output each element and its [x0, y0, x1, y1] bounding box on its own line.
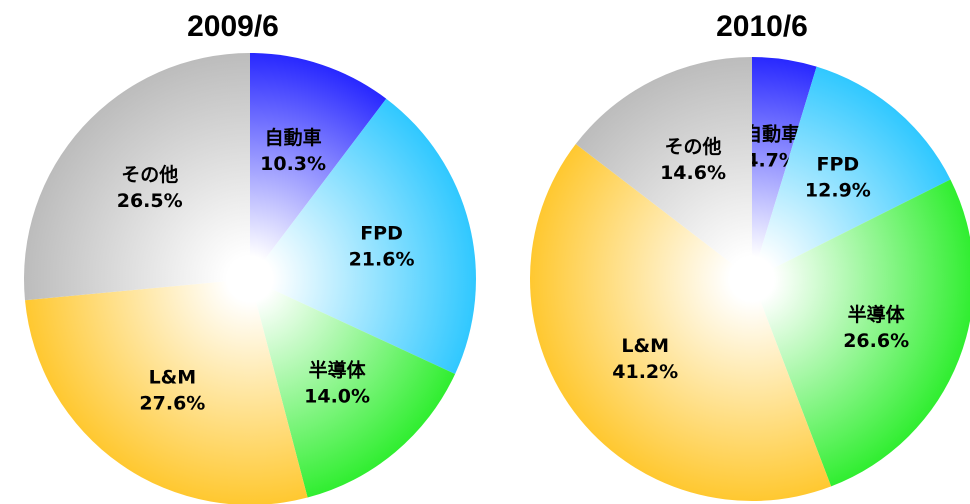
slice-name: FPD: [360, 223, 403, 245]
slice-value: 4.7%: [745, 150, 798, 172]
slice-value: 21.6%: [349, 249, 415, 271]
pie-slice: [250, 53, 387, 279]
chart-title: 2010/6: [716, 10, 808, 43]
slice-value: 14.6%: [660, 162, 726, 184]
slice-value: 41.2%: [612, 361, 678, 383]
slice-name: L&M: [149, 367, 197, 389]
slice-value: 12.9%: [805, 180, 871, 202]
pie-slice: [752, 57, 817, 279]
slice-value: 27.6%: [139, 393, 205, 415]
pie-slice: [752, 66, 951, 279]
slice-name: 自動車: [265, 126, 322, 149]
slice-name: 半導体: [309, 358, 367, 381]
slice-value: 10.3%: [260, 153, 326, 175]
slice-value: 26.5%: [117, 190, 183, 212]
slice-name: その他: [121, 163, 178, 186]
chart-title: 2009/6: [187, 10, 279, 43]
pie-slice: [575, 57, 752, 279]
slice-name: FPD: [817, 154, 860, 176]
slice-name: 半導体: [848, 303, 906, 326]
slice-value: 26.6%: [843, 330, 909, 352]
slice-name: 自動車: [743, 123, 800, 146]
pie-slice: [250, 98, 477, 374]
pie-slice: [752, 179, 970, 487]
pie-slice: [530, 144, 832, 501]
slice-value: 14.0%: [304, 385, 370, 407]
slice-name: L&M: [621, 335, 669, 357]
pie-slice: [23, 53, 250, 301]
slice-name: その他: [665, 135, 722, 158]
pie-slice: [250, 279, 456, 498]
pie-slice: [25, 279, 308, 504]
